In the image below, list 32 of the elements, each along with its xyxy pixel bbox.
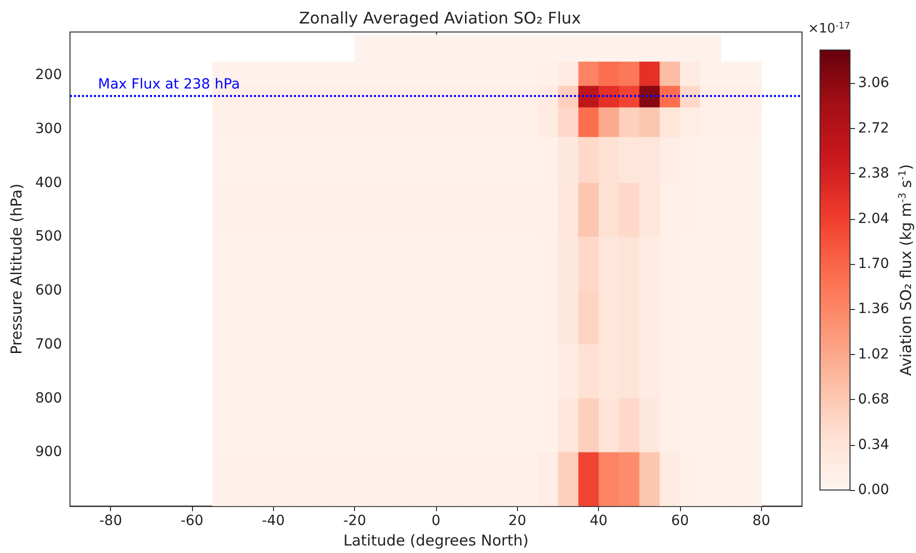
color-bar-label: 3.06 xyxy=(858,75,890,92)
x-tick-label: 20 xyxy=(508,513,526,530)
color-bar-label: 0.34 xyxy=(858,436,890,453)
y-tick-label: 800 xyxy=(35,390,62,406)
x-tick-label: -80 xyxy=(99,513,122,530)
color-bar-title: Aviation SO₂ flux (kg m-3 s-1) xyxy=(897,164,915,376)
y-tick-label: 200 xyxy=(35,67,62,84)
x-tick-label: -60 xyxy=(180,513,204,530)
x-tick-label: -40 xyxy=(262,513,285,530)
color-bar-label: 1.70 xyxy=(858,256,890,272)
y-tick-label: 600 xyxy=(35,282,62,299)
x-tick-label: 40 xyxy=(590,513,608,530)
y-tick-label: 900 xyxy=(35,444,62,460)
y-tick-label: 300 xyxy=(35,120,62,137)
color-bar-label: 1.02 xyxy=(858,346,890,362)
color-bar-label: 1.36 xyxy=(858,301,890,318)
y-tick-label: 500 xyxy=(35,228,62,245)
x-tick-label: 0 xyxy=(432,513,440,530)
x-tick-label: 60 xyxy=(671,513,689,530)
ref-line-label: Max Flux at 238 hPa xyxy=(98,76,240,93)
color-bar-label: 0.00 xyxy=(858,482,890,498)
chart-title: Zonally Averaged Aviation SO₂ Flux xyxy=(298,8,582,28)
x-axis-title: Latitude (degrees North) xyxy=(343,532,529,550)
x-tick-label: 80 xyxy=(752,513,770,530)
x-tick-label: -20 xyxy=(343,513,366,530)
color-bar-label: 2.72 xyxy=(858,120,890,136)
y-tick-label: 700 xyxy=(35,336,62,352)
y-axis-title: Pressure Altitude (hPa) xyxy=(8,184,26,355)
y-tick-label: 400 xyxy=(35,174,62,191)
color-bar-label: 0.68 xyxy=(858,392,890,408)
color-bar-label: 2.04 xyxy=(858,210,890,227)
color-bar-label: 2.38 xyxy=(858,166,890,182)
